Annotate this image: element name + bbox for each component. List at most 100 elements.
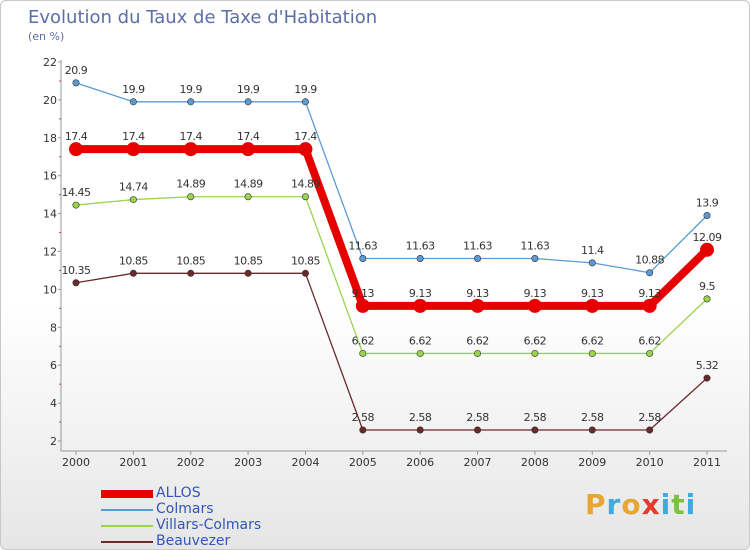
- x-tick-label: 2005: [349, 456, 377, 469]
- data-point: [531, 255, 539, 263]
- data-label: 19.9: [237, 83, 260, 96]
- data-label: 6.62: [409, 334, 432, 347]
- data-point: [129, 269, 137, 277]
- legend-label: ALLOS: [156, 485, 201, 501]
- logo-letter: t: [671, 488, 686, 521]
- y-tick-label: 14: [43, 208, 57, 221]
- legend-swatch: [101, 490, 153, 498]
- data-point: [527, 298, 542, 313]
- x-tick-label: 2008: [521, 456, 549, 469]
- logo-letter: o: [621, 488, 642, 521]
- data-label: 10.85: [234, 254, 263, 267]
- data-label: 2.58: [581, 411, 604, 424]
- data-point: [474, 426, 482, 434]
- y-tick-label: 18: [43, 132, 57, 145]
- x-tick-label: 2009: [578, 456, 606, 469]
- x-tick-label: 2006: [406, 456, 434, 469]
- logo-letter: r: [606, 488, 622, 521]
- data-label: 10.35: [62, 264, 91, 277]
- logo-letter: x: [641, 488, 661, 521]
- data-label: 10.85: [119, 254, 148, 267]
- data-label: 19.9: [294, 83, 317, 96]
- data-label: 11.63: [463, 240, 492, 253]
- x-tick-label: 2001: [119, 456, 147, 469]
- data-label: 10.88: [635, 254, 664, 267]
- series-line-beauvezer: [75, 272, 708, 431]
- data-label: 2.58: [352, 411, 375, 424]
- data-label: 9.13: [638, 287, 661, 300]
- x-tick-label: 2011: [693, 456, 721, 469]
- data-point: [129, 196, 137, 204]
- data-point: [413, 298, 428, 313]
- chart-title: Evolution du Taux de Taxe d'Habitation: [28, 7, 378, 28]
- data-point: [703, 374, 711, 382]
- x-tick-label: 2007: [464, 456, 492, 469]
- data-point: [187, 98, 195, 106]
- data-label: 14.89: [234, 178, 263, 191]
- data-point: [359, 255, 367, 263]
- data-label: 14.45: [62, 186, 91, 199]
- proxiti-logo: Proxiti: [585, 488, 696, 521]
- data-point: [301, 193, 309, 201]
- data-label: 9.13: [352, 287, 375, 300]
- data-label: 6.62: [524, 334, 547, 347]
- data-point: [531, 349, 539, 357]
- y-tick-label: 12: [43, 246, 57, 259]
- x-tick-label: 2000: [62, 456, 90, 469]
- data-label: 19.9: [179, 83, 202, 96]
- data-label: 11.63: [520, 240, 549, 253]
- data-point: [588, 426, 596, 434]
- x-tick-label: 2010: [636, 456, 664, 469]
- data-point: [187, 193, 195, 201]
- data-point: [355, 298, 370, 313]
- data-label: 11.63: [406, 240, 435, 253]
- data-label: 9.13: [581, 287, 604, 300]
- y-tick-label: 2: [50, 435, 57, 448]
- data-point: [359, 349, 367, 357]
- data-point: [416, 426, 424, 434]
- data-point: [244, 98, 252, 106]
- data-point: [474, 349, 482, 357]
- data-label: 2.58: [638, 411, 661, 424]
- y-tick-label: 22: [43, 56, 57, 69]
- data-point: [474, 255, 482, 263]
- legend-swatch: [101, 509, 153, 511]
- data-label: 6.62: [466, 334, 489, 347]
- y-tick-label: 8: [50, 321, 57, 334]
- data-point: [187, 269, 195, 277]
- data-label: 11.4: [581, 244, 604, 257]
- data-point: [244, 269, 252, 277]
- data-label: 6.62: [638, 334, 661, 347]
- y-tick-label: 10: [43, 283, 57, 296]
- data-point: [588, 349, 596, 357]
- data-label: 11.63: [348, 240, 377, 253]
- data-point: [646, 349, 654, 357]
- data-label: 2.58: [466, 411, 489, 424]
- data-point: [700, 242, 714, 257]
- data-point: [470, 298, 485, 313]
- data-point: [359, 426, 367, 434]
- data-label: 13.9: [696, 196, 719, 209]
- data-label: 17.4: [122, 130, 145, 143]
- data-label: 9.13: [524, 287, 547, 300]
- x-tick-label: 2004: [291, 456, 319, 469]
- data-point: [244, 193, 252, 201]
- data-label: 9.5: [699, 280, 715, 293]
- data-label: 14.74: [119, 181, 148, 194]
- data-point: [703, 295, 711, 303]
- data-label: 17.4: [65, 130, 88, 143]
- chart-subtitle: (en %): [28, 30, 65, 43]
- data-point: [241, 142, 256, 157]
- data-point: [646, 269, 654, 277]
- data-point: [126, 142, 141, 157]
- data-label: 5.32: [696, 359, 719, 372]
- legend-label: Beauvezer: [156, 533, 231, 549]
- data-point: [301, 98, 309, 106]
- legend-swatch: [101, 525, 153, 527]
- data-label: 10.85: [176, 254, 205, 267]
- y-tick-label: 20: [43, 94, 57, 107]
- data-point: [585, 298, 600, 313]
- data-label: 17.4: [179, 130, 202, 143]
- data-label: 10.85: [291, 254, 320, 267]
